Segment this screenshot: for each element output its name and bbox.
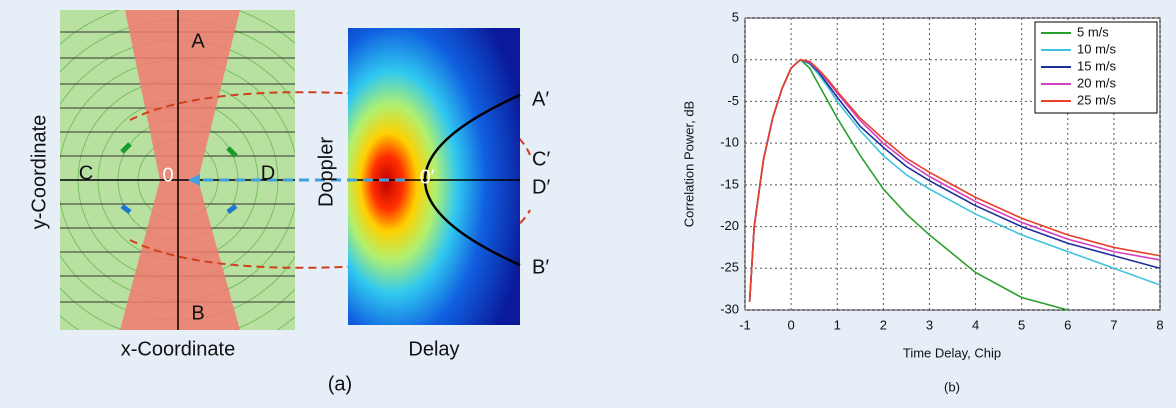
x-axis-title: Time Delay, Chip: [903, 345, 1001, 360]
delay-label: Delay: [408, 338, 459, 360]
green-marks: [120, 142, 238, 158]
legend-label: 25 m/s: [1077, 92, 1117, 107]
x-tick-label: 1: [834, 317, 841, 332]
label-d: D: [261, 162, 275, 184]
label-origin-prime: 0′: [420, 166, 435, 188]
x-tick-label: 8: [1156, 317, 1163, 332]
series-line: [748, 58, 1161, 302]
x-tick-label: 0: [787, 317, 794, 332]
blue-marks: [120, 204, 238, 214]
y-tick-label: -20: [720, 218, 739, 233]
y-coordinate-label: y-Coordinate: [28, 115, 50, 230]
legend-label: 20 m/s: [1077, 75, 1117, 90]
x-tick-label: -1: [739, 317, 751, 332]
caption-b: (b): [944, 379, 960, 394]
x-tick-label: 2: [880, 317, 887, 332]
label-d-prime: D′: [532, 176, 550, 198]
y-tick-label: -30: [720, 301, 739, 316]
y-tick-label: 0: [732, 51, 739, 66]
legend-label: 15 m/s: [1077, 58, 1117, 73]
y-axis-title: Correlation Power, dB: [681, 101, 696, 227]
x-tick-label: 6: [1064, 317, 1071, 332]
label-a: A: [191, 30, 205, 52]
arrow-head: [188, 174, 200, 186]
caption-a: (a): [328, 373, 352, 395]
doppler-label: Doppler: [315, 137, 337, 207]
coordinate-panel: [60, 10, 295, 330]
label-b: B: [191, 302, 204, 324]
legend-label: 5 m/s: [1077, 24, 1109, 39]
x-tick-label: 7: [1110, 317, 1117, 332]
x-coordinate-label: x-Coordinate: [121, 338, 236, 360]
label-c: C: [79, 162, 93, 184]
label-a-prime: A′: [532, 88, 549, 110]
y-tick-label: 5: [732, 9, 739, 24]
label-c-prime: C′: [532, 148, 550, 170]
y-tick-label: -10: [720, 135, 739, 150]
y-tick-label: -5: [727, 93, 739, 108]
x-tick-label: 3: [926, 317, 933, 332]
delay-doppler-map: [348, 28, 520, 325]
y-tick-label: -25: [720, 260, 739, 275]
y-tick-label: -15: [720, 176, 739, 191]
label-origin: 0: [162, 164, 173, 186]
label-b-prime: B′: [532, 256, 549, 278]
x-tick-label: 4: [972, 317, 979, 332]
beam-footprint: [120, 10, 240, 330]
legend-label: 10 m/s: [1077, 41, 1117, 56]
x-tick-label: 5: [1018, 317, 1025, 332]
